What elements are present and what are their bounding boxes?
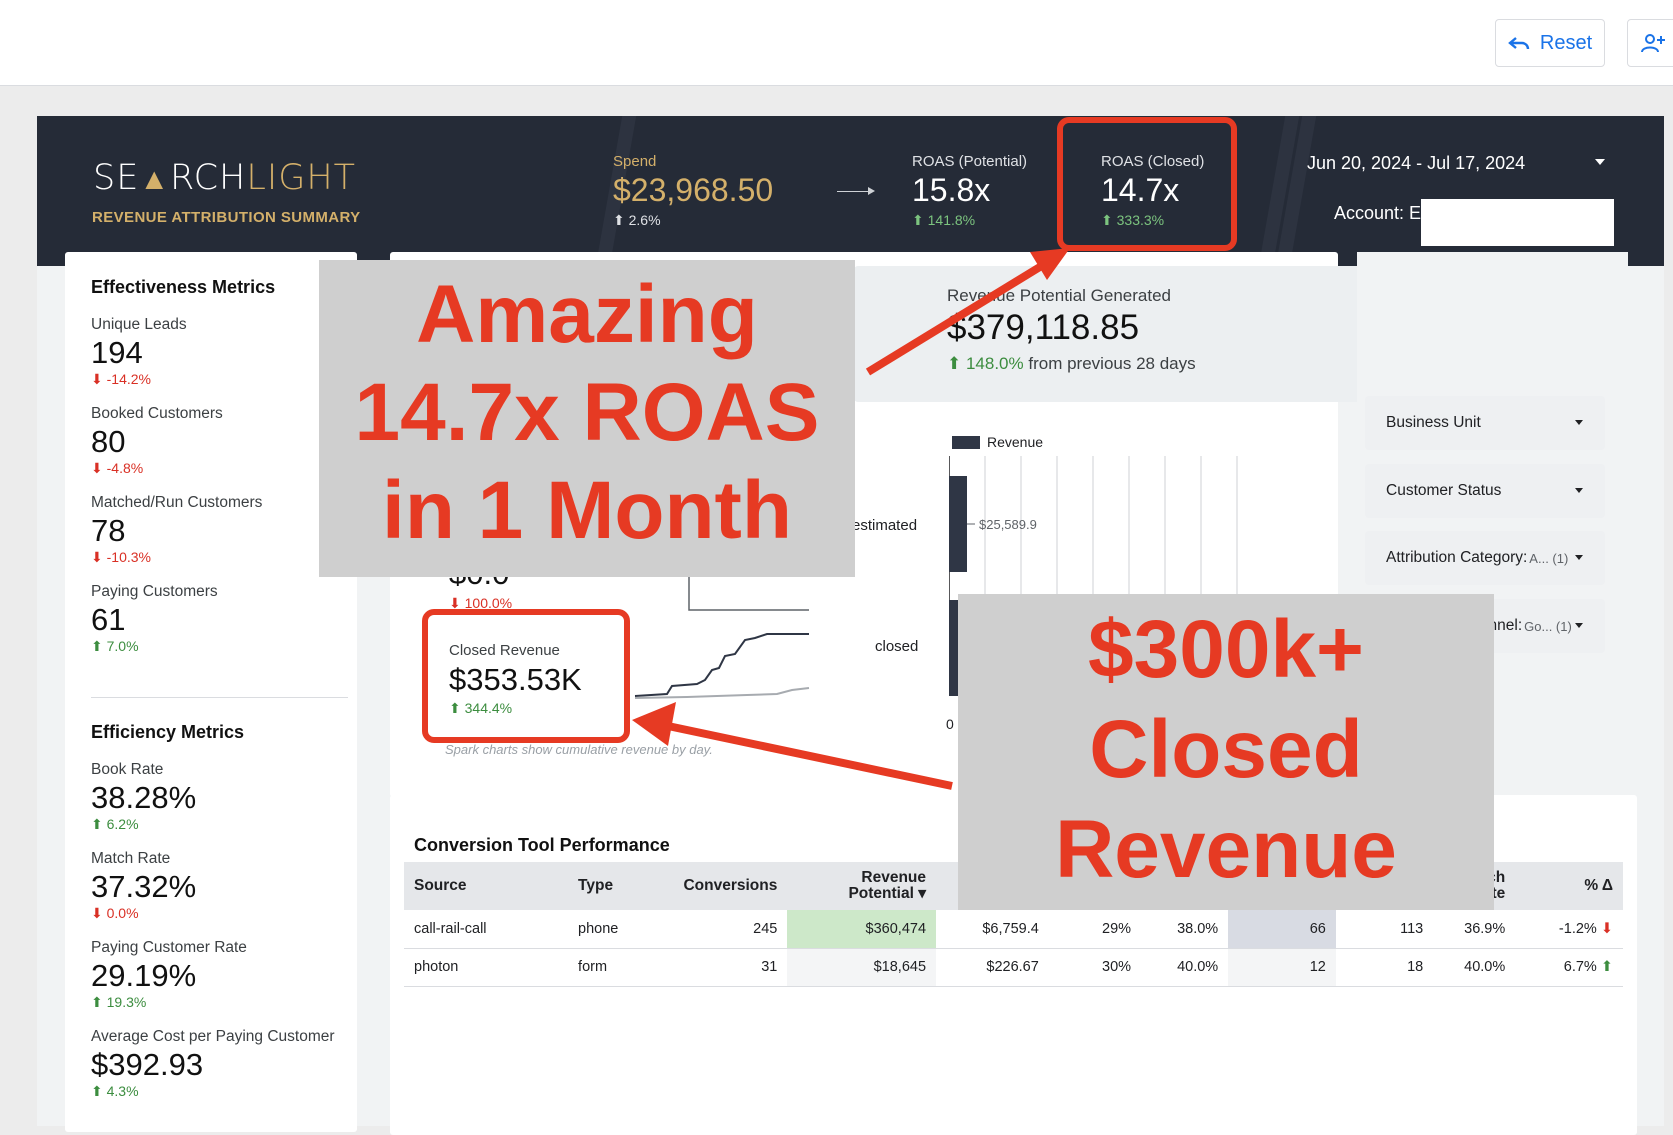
arrow-up-icon: ⬆: [613, 212, 625, 228]
efficiency-title: Efficiency Metrics: [91, 722, 245, 742]
metric-label: Paying Customers: [91, 583, 218, 600]
metric-value: 194: [91, 335, 143, 370]
spark-chart-closed: [634, 633, 810, 699]
metric-value: 29.19%: [91, 958, 197, 993]
metric-value: 61: [91, 602, 126, 637]
revenue-bar-chart: [949, 456, 1238, 696]
arrow-to-roas: [865, 258, 1051, 376]
legend-swatch: [952, 436, 980, 449]
metric-delta: ⬇ -14.2%: [91, 371, 151, 387]
share-button[interactable]: [1627, 19, 1673, 67]
chevron-down-icon: [1575, 488, 1583, 493]
spend-label: Spend: [613, 153, 657, 170]
roas-potential-delta: ⬆ 141.8%: [912, 212, 976, 228]
revenue-callout: $300k+ Closed Revenue: [958, 594, 1494, 910]
report-subtitle: REVENUE ATTRIBUTION SUMMARY: [92, 209, 361, 226]
filter-customer-status[interactable]: Customer Status: [1365, 464, 1605, 518]
metric-delta: ⬆ 4.3%: [91, 1083, 139, 1099]
chevron-down-icon[interactable]: [1595, 159, 1605, 165]
metric-label: Paying Customer Rate: [91, 939, 247, 956]
metric-label: Book Rate: [91, 761, 164, 778]
effectiveness-title: Effectiveness Metrics: [91, 277, 276, 297]
metric-delta: ⬆ 19.3%: [91, 994, 147, 1010]
reset-button[interactable]: Reset: [1495, 19, 1605, 67]
roas-closed-delta: ⬆ 333.3%: [1101, 212, 1165, 228]
col-type[interactable]: Type: [568, 862, 671, 910]
revenue-potential-box: Revenue Potential Generated $379,118.85 …: [854, 266, 1362, 402]
metric-label: Booked Customers: [91, 405, 223, 422]
table-row: call-rail-call phone 245 $360,474 $6,759…: [404, 910, 1623, 949]
arrow-right-icon: [837, 187, 875, 195]
metric-delta: ⬇ 0.0%: [91, 905, 139, 921]
top-toolbar: Reset: [0, 0, 1673, 86]
bar-category-label: closed: [875, 638, 919, 655]
col-revenue-potential[interactable]: Revenue Potential ▾: [787, 862, 937, 910]
arrow-up-icon: ⬆: [912, 212, 924, 228]
spark-partial-delta: ⬇ 100.0%: [449, 595, 513, 611]
metric-value: 37.32%: [91, 869, 197, 904]
arrow-to-closed-revenue: [667, 722, 953, 790]
account-redaction: [1421, 199, 1614, 246]
metric-label: Unique Leads: [91, 316, 187, 333]
undo-icon: [1508, 37, 1530, 50]
arrow-down-icon: ⬇: [1600, 920, 1613, 937]
metric-label: Match Rate: [91, 850, 171, 867]
chevron-down-icon: [1575, 420, 1583, 425]
bar-data-label: $25,589.9: [979, 517, 1037, 532]
add-person-icon: [1641, 34, 1665, 53]
date-range-picker[interactable]: Jun 20, 2024 - Jul 17, 2024: [1307, 153, 1526, 173]
bar-estimated: [949, 476, 967, 572]
table-row: photon form 31 $18,645 $226.67 30% 40.0%…: [404, 948, 1623, 987]
roas-potential-value: 15.8x: [912, 172, 991, 208]
chevron-down-icon: [1575, 555, 1583, 560]
metrics-card: Effectiveness Metrics Unique Leads 194 ⬇…: [65, 252, 357, 1132]
closed-revenue-value: $353.53K: [449, 662, 582, 697]
arrow-up-icon: ⬆: [1600, 959, 1613, 975]
spark-note: Spark charts show cumulative revenue by …: [445, 742, 713, 757]
bar-closed: [949, 600, 959, 696]
roas-highlight-box: [1057, 117, 1237, 251]
spend-value: $23,968.50: [613, 172, 774, 208]
filter-attribution-category[interactable]: Attribution Category: A... (1): [1365, 531, 1605, 585]
closed-revenue-highlight-box: [422, 609, 630, 743]
metric-value: 38.28%: [91, 780, 197, 815]
spark-chart-partial: [688, 576, 809, 611]
closed-revenue-label: Closed Revenue: [449, 642, 560, 659]
closed-revenue-delta: ⬆ 344.4%: [449, 700, 513, 716]
report-header: SE▲RCHLIGHT REVENUE ATTRIBUTION SUMMARY …: [37, 116, 1664, 266]
roas-potential-label: ROAS (Potential): [912, 153, 1028, 170]
arrow-up-icon: ⬆: [1101, 212, 1113, 228]
searchlight-logo: SE▲RCHLIGHT: [93, 158, 357, 198]
x-axis-tick: 0: [946, 716, 954, 732]
spend-delta: ⬆ 2.6%: [613, 212, 661, 228]
roas-closed-label: ROAS (Closed): [1101, 153, 1205, 170]
metric-delta: ⬆ 7.0%: [91, 638, 139, 654]
filter-business-unit[interactable]: Business Unit: [1365, 396, 1605, 450]
metric-delta: ⬆ 6.2%: [91, 816, 139, 832]
bar-category-label: estimated: [852, 517, 918, 534]
metric-delta: ⬇ -4.8%: [91, 460, 144, 476]
account-label: Account: E: [1334, 203, 1422, 223]
revenue-potential-delta: ⬆ 148.0% from previous 28 days: [947, 354, 1196, 373]
sort-down-icon: ▾: [918, 885, 927, 902]
section-divider: [91, 697, 348, 698]
roas-callout: Amazing 14.7x ROAS in 1 Month: [319, 260, 855, 577]
revenue-potential-value: $379,118.85: [947, 308, 1140, 347]
metric-value: $392.93: [91, 1047, 204, 1082]
metric-label: Matched/Run Customers: [91, 494, 263, 511]
col-source[interactable]: Source: [404, 862, 569, 910]
table-title: Conversion Tool Performance: [414, 835, 670, 855]
legend-label: Revenue: [987, 434, 1044, 450]
col-conversions[interactable]: Conversions: [670, 862, 788, 910]
roas-closed-value: 14.7x: [1101, 172, 1180, 208]
chevron-down-icon: [1575, 623, 1583, 628]
col-pct-delta[interactable]: % Δ: [1515, 862, 1623, 910]
metric-value: 78: [91, 513, 126, 548]
reset-label: Reset: [1539, 31, 1593, 54]
metric-value: 80: [91, 424, 126, 459]
metric-label: Average Cost per Paying Customer: [91, 1028, 335, 1045]
metric-delta: ⬇ -10.3%: [91, 549, 151, 565]
